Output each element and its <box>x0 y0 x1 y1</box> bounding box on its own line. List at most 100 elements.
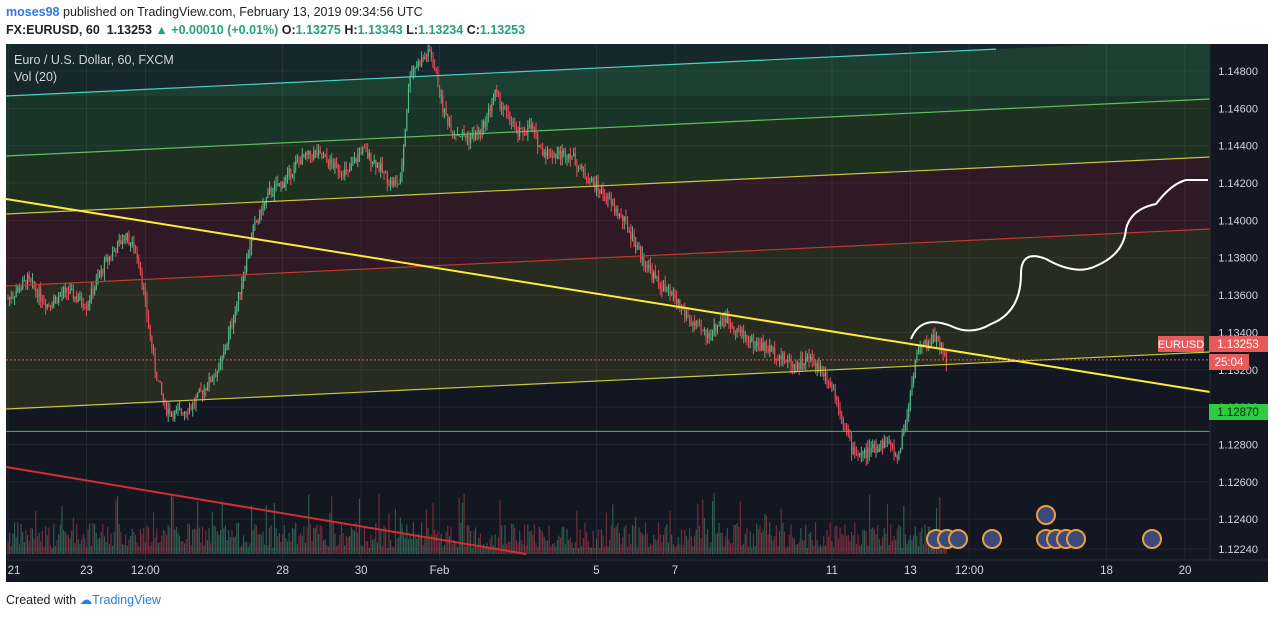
candle-body <box>10 297 12 299</box>
candle-body <box>708 333 710 339</box>
volume-bar <box>689 527 691 554</box>
volume-bar <box>56 540 58 554</box>
volume-bar <box>123 544 125 554</box>
volume-bar <box>331 496 333 554</box>
candle-body <box>635 244 637 246</box>
candle-body <box>814 364 817 370</box>
price-chart[interactable]: 1.14800 1.14600 1.14400 1.14200 1.14000 1.138… <box>6 44 1268 582</box>
candle-body <box>904 423 907 430</box>
volume-bar <box>239 547 241 554</box>
tradingview-link[interactable]: TradingView <box>92 593 161 607</box>
candle-body <box>510 121 513 127</box>
publish-line: moses98 published on TradingView.com, Fe… <box>6 3 1268 21</box>
candle-body <box>365 148 367 151</box>
candle-body <box>28 275 30 279</box>
candle-body <box>210 377 212 382</box>
candle-body <box>313 151 315 159</box>
candle-body <box>417 61 419 67</box>
volume-bar <box>548 525 550 554</box>
volume-bar <box>121 544 124 554</box>
candle-body <box>743 329 745 337</box>
volume-bar <box>51 547 53 554</box>
candle-body <box>623 216 625 222</box>
candle-body <box>532 124 534 130</box>
candle-body <box>324 156 326 158</box>
volume-bar <box>179 535 181 554</box>
volume-bar <box>216 531 218 554</box>
volume-bar <box>300 532 302 554</box>
candle-body <box>783 353 786 362</box>
volume-bar <box>381 546 383 554</box>
volume-bar <box>465 546 467 554</box>
volume-bar <box>715 533 717 554</box>
candle-body <box>108 256 110 261</box>
volume-bar <box>407 539 410 554</box>
candle-body <box>533 129 535 131</box>
volume-bar <box>370 534 372 554</box>
candle-body <box>201 391 204 395</box>
volume-bar <box>211 512 213 554</box>
volume-bar <box>23 542 25 554</box>
candle-body <box>107 257 109 261</box>
volume-bar <box>756 523 758 554</box>
volume-bar <box>674 547 676 554</box>
candle-body <box>425 56 428 58</box>
volume-bar <box>829 522 831 554</box>
volume-bar <box>852 535 854 554</box>
candle-body <box>805 357 807 364</box>
volume-bar <box>514 527 516 554</box>
volume-bar <box>522 543 524 554</box>
candle-body <box>301 154 303 165</box>
volume-bar <box>244 541 246 554</box>
price-tick-label: 1.13800 <box>1218 253 1258 265</box>
volume-bar <box>365 541 367 554</box>
volume-bar <box>185 539 187 554</box>
candle-body <box>136 252 138 259</box>
volume-bar <box>265 505 267 554</box>
candle-body <box>679 300 681 308</box>
candle-body <box>867 447 869 458</box>
volume-bar <box>94 524 96 554</box>
volume-bar <box>878 539 880 554</box>
volume-bar <box>336 546 338 554</box>
channel-line-lower-yellow <box>6 351 1211 410</box>
volume-bar <box>156 528 158 554</box>
candle-body <box>917 346 920 354</box>
time-tick-label: 12:00 <box>131 565 160 577</box>
volume-bar <box>767 534 769 554</box>
volume-bar <box>553 543 555 554</box>
candle-body <box>491 104 493 111</box>
volume-bar <box>272 547 274 554</box>
event-markers[interactable] <box>926 505 1162 549</box>
volume-bar <box>437 531 439 554</box>
open-value: 1.13275 <box>295 23 341 37</box>
volume-bar <box>617 523 619 554</box>
volume-bar <box>182 540 184 554</box>
price-tick-label: 1.12800 <box>1218 439 1258 451</box>
candle-body <box>133 242 135 253</box>
candle-body <box>151 336 153 350</box>
candle-body <box>329 159 331 167</box>
volume-bar <box>146 525 148 554</box>
created-with-text: Created with <box>6 593 77 607</box>
volume-bar <box>754 545 756 554</box>
candle-body <box>489 108 491 111</box>
volume-bar <box>409 534 411 554</box>
volume-bar <box>545 540 547 554</box>
candle-body <box>720 321 722 326</box>
candle-body <box>816 363 818 370</box>
candle-body <box>277 183 279 187</box>
volume-bar <box>811 539 813 554</box>
volume-bar <box>602 535 604 554</box>
candle-body <box>358 151 361 155</box>
volume-bar <box>175 526 177 554</box>
symbol-label: FX:EURUSD, 60 <box>6 23 100 37</box>
event-marker-icon <box>948 529 968 549</box>
candle-body <box>899 449 902 452</box>
volume-bar <box>658 523 660 554</box>
volume-bar <box>864 530 866 554</box>
volume-bar <box>164 530 166 554</box>
volume-bar <box>247 547 249 554</box>
author-link[interactable]: moses98 <box>6 5 60 19</box>
candle-body <box>620 213 622 215</box>
